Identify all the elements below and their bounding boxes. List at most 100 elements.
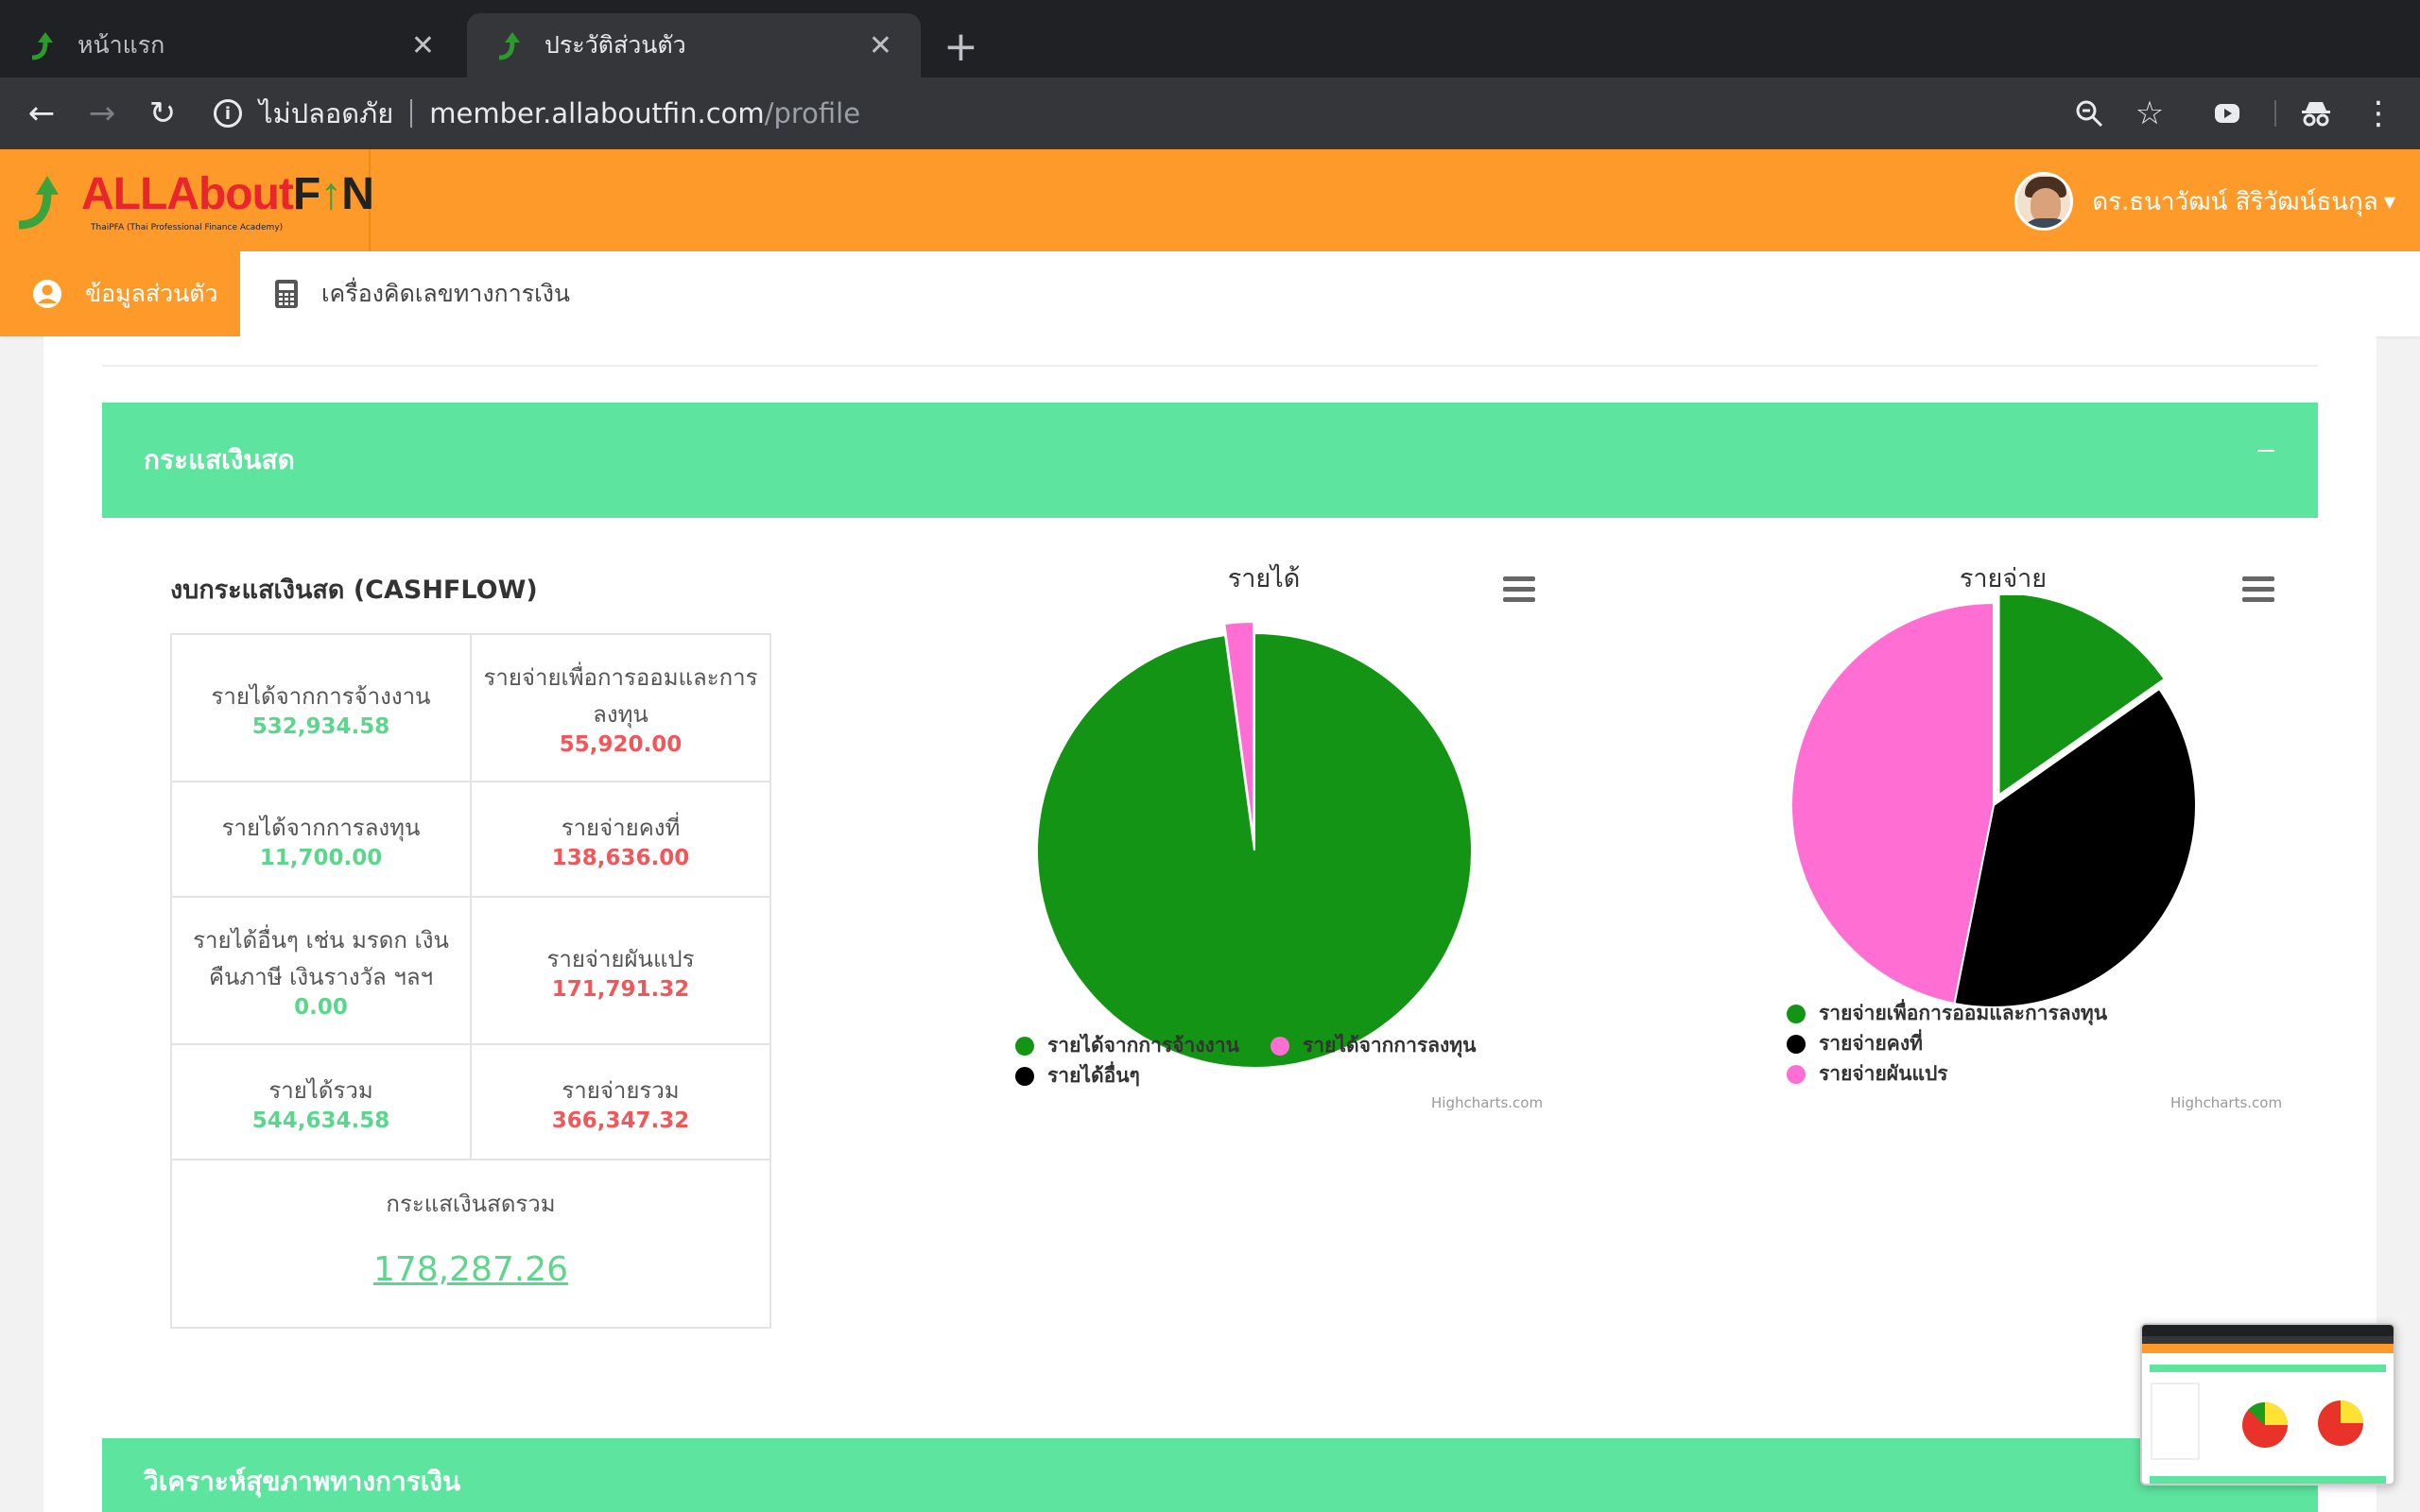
chart-credits[interactable]: Highcharts.com — [1431, 1094, 1544, 1111]
divider — [102, 365, 2318, 367]
legend-item[interactable]: รายจ่ายผันแปร — [1787, 1058, 1948, 1090]
collapse-icon[interactable] — [2257, 450, 2274, 452]
back-arrow-icon[interactable]: ← — [27, 94, 56, 132]
nav-financial-calculator[interactable]: เครื่องคิดเลขทางการเงิน — [274, 251, 570, 336]
tab-profile[interactable]: ประวัติส่วนตัว ✕ — [467, 13, 921, 77]
logo-text: ALLAboutF↑N — [81, 169, 374, 219]
site-logo[interactable]: ALLAboutF↑N ThaiPFA (Thai Professional F… — [0, 149, 374, 251]
divider — [2274, 100, 2276, 127]
legend-dot — [1787, 1004, 1806, 1023]
pie-slice-1[interactable] — [1953, 687, 2197, 1008]
table-row: กระแสเงินสดรวม 178,287.26 — [170, 1159, 771, 1329]
menu-kebab-icon[interactable]: ⋮ — [2362, 94, 2394, 132]
income-total-value: 544,634.58 — [251, 1108, 390, 1133]
legend-dot — [1787, 1064, 1806, 1084]
thumbnail-preview-icon — [2151, 1383, 2363, 1460]
income-employment-label: รายได้จากการจ้างงาน — [211, 682, 431, 710]
zoom-icon[interactable] — [2065, 89, 2114, 138]
tab-home[interactable]: หน้าแรก ✕ — [0, 13, 463, 77]
pie-svg — [1036, 621, 1473, 1069]
legend-dot — [1015, 1066, 1034, 1086]
legend-dot — [1787, 1034, 1806, 1054]
close-icon[interactable]: ✕ — [410, 28, 435, 62]
legend-item[interactable]: รายจ่ายคงที่ — [1787, 1028, 1923, 1059]
calculator-icon — [275, 280, 298, 308]
user-circle-icon — [33, 280, 61, 308]
close-icon[interactable]: ✕ — [868, 28, 892, 62]
expense-total-value: 366,347.32 — [551, 1108, 690, 1133]
forward-arrow-icon[interactable]: → — [88, 94, 116, 132]
sub-navigation: ข้อมูลส่วนตัว เครื่องคิดเลขทางการเงิน — [0, 251, 2420, 336]
table-row: รายได้อื่นๆ เช่น มรดก เงินคืนภาษี เงินรา… — [170, 896, 771, 1045]
financial-health-panel-header[interactable]: วิเคราะห์สุขภาพทางการเงิน — [102, 1438, 2318, 1512]
table-row: รายได้รวม 544,634.58 รายจ่ายรวม 366,347.32 — [170, 1043, 771, 1160]
chart-credits[interactable]: Highcharts.com — [2170, 1094, 2283, 1111]
expense-variable-value: 171,791.32 — [551, 976, 690, 1002]
expense-pie-chart: รายจ่าย รายจ่ายเพื่อการออมและการลงทุน รา… — [1696, 558, 2310, 1219]
nav-label: ข้อมูลส่วนตัว — [85, 280, 218, 307]
reload-icon[interactable]: ↻ — [148, 94, 177, 132]
screenshot-thumbnail[interactable] — [2140, 1323, 2395, 1486]
income-investment-label: รายได้จากการลงทุน — [221, 814, 421, 841]
extension-icon[interactable] — [2203, 89, 2252, 138]
nav-label: เครื่องคิดเลขทางการเงิน — [321, 280, 571, 307]
table-row: รายได้จากการจ้างงาน 532,934.58 รายจ่ายเพื… — [170, 633, 771, 782]
cashflow-panel-header[interactable]: กระแสเงินสด — [102, 403, 2318, 518]
legend-dot — [1015, 1036, 1034, 1056]
net-cashflow-label: กระแสเงินสดรวม — [386, 1191, 556, 1217]
logo-arrow-icon — [18, 176, 59, 230]
chart-title: รายได้ — [1227, 564, 1301, 593]
legend-item[interactable]: รายได้จากการลงทุน — [1270, 1030, 1477, 1061]
main-content: กระแสเงินสด งบกระแสเงินสด (CASHFLOW) ราย… — [43, 336, 2377, 1512]
incognito-icon[interactable] — [2291, 89, 2341, 138]
pie-svg — [1790, 595, 2197, 1008]
income-employment-value: 532,934.58 — [251, 713, 390, 739]
expense-saving-label: รายจ่ายเพื่อการออมและการลงทุน — [483, 664, 758, 728]
pie-slice-0[interactable] — [1997, 595, 2167, 798]
address-bar[interactable]: i ไม่ปลอดภัย member.allaboutfin.com/prof… — [214, 91, 860, 136]
income-total-label: รายได้รวม — [268, 1076, 373, 1104]
logo-subtitle: ThaiPFA (Thai Professional Finance Acade… — [91, 223, 284, 232]
tab-label: หน้าแรก — [78, 31, 165, 59]
chart-menu-icon[interactable] — [2242, 576, 2274, 603]
user-name: ดร.ธนาวัฒน์ สิริวัฒน์ธนกุล — [2092, 187, 2378, 216]
income-other-value: 0.00 — [294, 995, 348, 1020]
info-icon[interactable]: i — [214, 99, 242, 128]
income-pie-chart: รายได้ รายได้จากการจ้างงาน รายได้จากการล… — [957, 558, 1571, 1219]
site-favicon-icon — [498, 32, 520, 60]
browser-toolbar: ← → ↻ i ไม่ปลอดภัย member.allaboutfin.co… — [0, 77, 2420, 149]
expense-fixed-label: รายจ่ายคงที่ — [561, 814, 681, 841]
user-menu[interactable]: ดร.ธนาวัฒน์ สิริวัฒน์ธนกุล ▼ — [2014, 172, 2395, 231]
chart-title: รายจ่าย — [1959, 564, 2048, 593]
expense-saving-value: 55,920.00 — [559, 732, 683, 757]
caret-down-icon: ▼ — [2383, 192, 2395, 211]
legend-item[interactable]: รายได้อื่นๆ — [1015, 1060, 1140, 1091]
nav-personal-info[interactable]: ข้อมูลส่วนตัว — [0, 251, 240, 336]
net-cashflow-value[interactable]: 178,287.26 — [372, 1250, 569, 1289]
divider — [410, 99, 413, 128]
table-row: รายได้จากการลงทุน 11,700.00 รายจ่ายคงที่ 1… — [170, 781, 771, 898]
browser-tab-bar: หน้าแรก ✕ ประวัติส่วนตัว ✕ + — [0, 0, 2420, 77]
security-label: ไม่ปลอดภัย — [259, 97, 394, 129]
legend-dot — [1270, 1036, 1289, 1056]
expense-fixed-value: 138,636.00 — [551, 845, 690, 870]
url-host: member.allaboutfin.com — [429, 97, 765, 129]
pie-slice-2[interactable] — [1790, 601, 1995, 1005]
tab-label: ประวัติส่วนตัว — [544, 31, 686, 59]
site-header: ALLAboutF↑N ThaiPFA (Thai Professional F… — [0, 149, 2420, 251]
pie-slice-0[interactable] — [1036, 631, 1473, 1069]
bookmark-star-icon[interactable]: ☆ — [2135, 94, 2165, 132]
expense-total-label: รายจ่ายรวม — [562, 1076, 680, 1104]
site-favicon-icon — [31, 32, 53, 60]
chart-legend: รายได้จากการจ้างงาน รายได้จากการลงทุน รา… — [1015, 1030, 1545, 1087]
legend-item[interactable]: รายจ่ายเพื่อการออมและการลงทุน — [1787, 998, 2107, 1029]
url-path: /profile — [764, 97, 861, 129]
cashflow-table: รายได้จากการจ้างงาน 532,934.58 รายจ่ายเพื… — [170, 633, 771, 1329]
legend-item[interactable]: รายได้จากการจ้างงาน — [1015, 1030, 1239, 1061]
chart-menu-icon[interactable] — [1503, 576, 1535, 603]
new-tab-button[interactable]: + — [943, 23, 978, 71]
expense-variable-label: รายจ่ายผันแปร — [546, 945, 695, 972]
pie-slice-1[interactable] — [1223, 621, 1255, 840]
chart-legend: รายจ่ายเพื่อการออมและการลงทุน รายจ่ายคงท… — [1787, 998, 2297, 1085]
avatar — [2014, 172, 2074, 231]
